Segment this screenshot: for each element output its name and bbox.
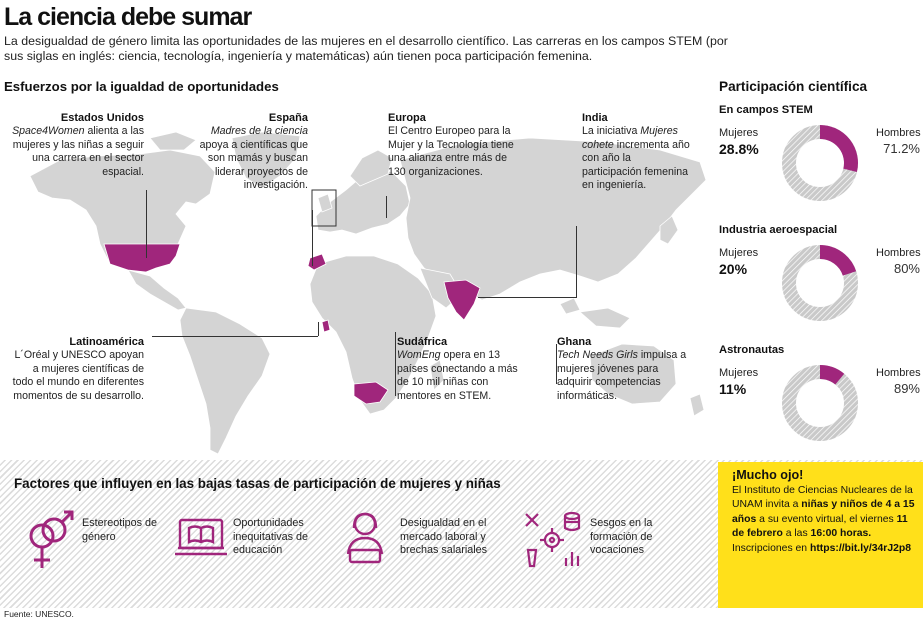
callout-text: El Instituto de Ciencias Nucleares de la… — [732, 485, 915, 554]
men-label-0: Hombres — [876, 127, 921, 139]
factor-labor-market: Desigualdad en el mercado laboral y brec… — [400, 517, 488, 557]
leader-southafrica — [395, 332, 396, 396]
map-greenland — [231, 131, 301, 189]
leader-usa — [146, 190, 147, 258]
donut-slice-women-2 — [819, 365, 845, 385]
note-ghana: Ghana Tech Needs Girls impulsa a mujeres … — [557, 336, 687, 402]
men-label-2: Hombres — [876, 367, 921, 379]
callout-box: ¡Mucho ojo! El Instituto de Ciencias Nuc… — [718, 462, 923, 608]
donut-slice-men-2 — [782, 365, 858, 441]
gender-symbols-icon — [29, 510, 74, 568]
donut-category-2: Astronautas — [719, 344, 785, 356]
intro-text: La desigualdad de género limita las opor… — [4, 34, 728, 63]
women-value-0: 28.8% — [719, 141, 759, 157]
leader-ghana — [556, 344, 557, 384]
men-value-0: 71.2% — [883, 141, 920, 156]
men-value-1: 80% — [893, 261, 920, 276]
europe-highlight-box — [311, 189, 337, 227]
donut-chart-1 — [782, 245, 858, 321]
page-title: La ciencia debe sumar — [4, 3, 252, 31]
callout-link[interactable]: https://bit.ly/34rJ2p8 — [809, 542, 912, 554]
women-value-1: 20% — [719, 261, 748, 277]
women-label-2: Mujeres — [719, 367, 759, 379]
donut-chart-2 — [782, 365, 858, 441]
donut-chart-0 — [782, 125, 858, 201]
map-asia — [399, 137, 707, 301]
leader-latam-h — [152, 336, 318, 337]
factors-heading: Factores que influyen en las bajas tasas… — [14, 476, 501, 491]
woman-worker-icon — [346, 512, 384, 564]
men-label-1: Hombres — [876, 247, 921, 259]
laptop-book-icon — [175, 518, 227, 556]
leader-india-h — [478, 297, 576, 298]
map-central-america — [127, 269, 187, 311]
source-note: Fuente: UNESCO. — [4, 609, 74, 619]
leader-spain — [312, 210, 313, 266]
callout-title: ¡Mucho ojo! — [732, 468, 804, 482]
donut-category-0: En campos STEM — [719, 104, 813, 116]
donut-slice-women-0 — [819, 125, 858, 172]
women-label-0: Mujeres — [719, 127, 759, 139]
leader-europe — [386, 196, 387, 218]
map-heading: Esfuerzos por la igualdad de oportunidad… — [4, 79, 279, 94]
note-latam: Latinoamérica L´Oréal y UNESCO apoyan a m… — [12, 336, 144, 402]
donut-slice-women-1 — [819, 245, 857, 277]
map-highlight-southafrica — [353, 381, 389, 405]
women-label-1: Mujeres — [719, 247, 759, 259]
map-australia — [589, 343, 677, 405]
participation-heading: Participación científica — [719, 79, 868, 94]
map-highlight-india — [443, 279, 481, 321]
donut-category-1: Industria aeroespacial — [719, 224, 838, 236]
map-south-america — [179, 307, 271, 455]
leader-latam — [318, 322, 319, 336]
note-spain: España Madres de la ciencia apoya a cient… — [199, 112, 308, 192]
note-southafrica: Sudáfrica WomEng opera en 13 países conec… — [397, 336, 518, 402]
map-highlight-usa — [103, 243, 181, 273]
map-highlight-ghana — [321, 319, 331, 333]
leader-india — [576, 226, 577, 298]
factor-stereotypes: Estereotipos de género — [82, 517, 158, 543]
note-europe: Europa El Centro Europeo para la Mujer y … — [388, 112, 514, 178]
note-india: India La iniciativa Mujeres cohete increm… — [582, 112, 690, 192]
women-value-2: 11% — [719, 381, 747, 397]
men-value-2: 89% — [893, 381, 920, 396]
factor-education: Oportunidades inequitativas de educación — [233, 517, 309, 557]
factor-vocations: Sesgos en la formación de vocaciones — [590, 517, 653, 557]
note-usa: Estados Unidos Space4Women alienta a las … — [12, 112, 144, 178]
science-tools-icon — [525, 511, 581, 568]
